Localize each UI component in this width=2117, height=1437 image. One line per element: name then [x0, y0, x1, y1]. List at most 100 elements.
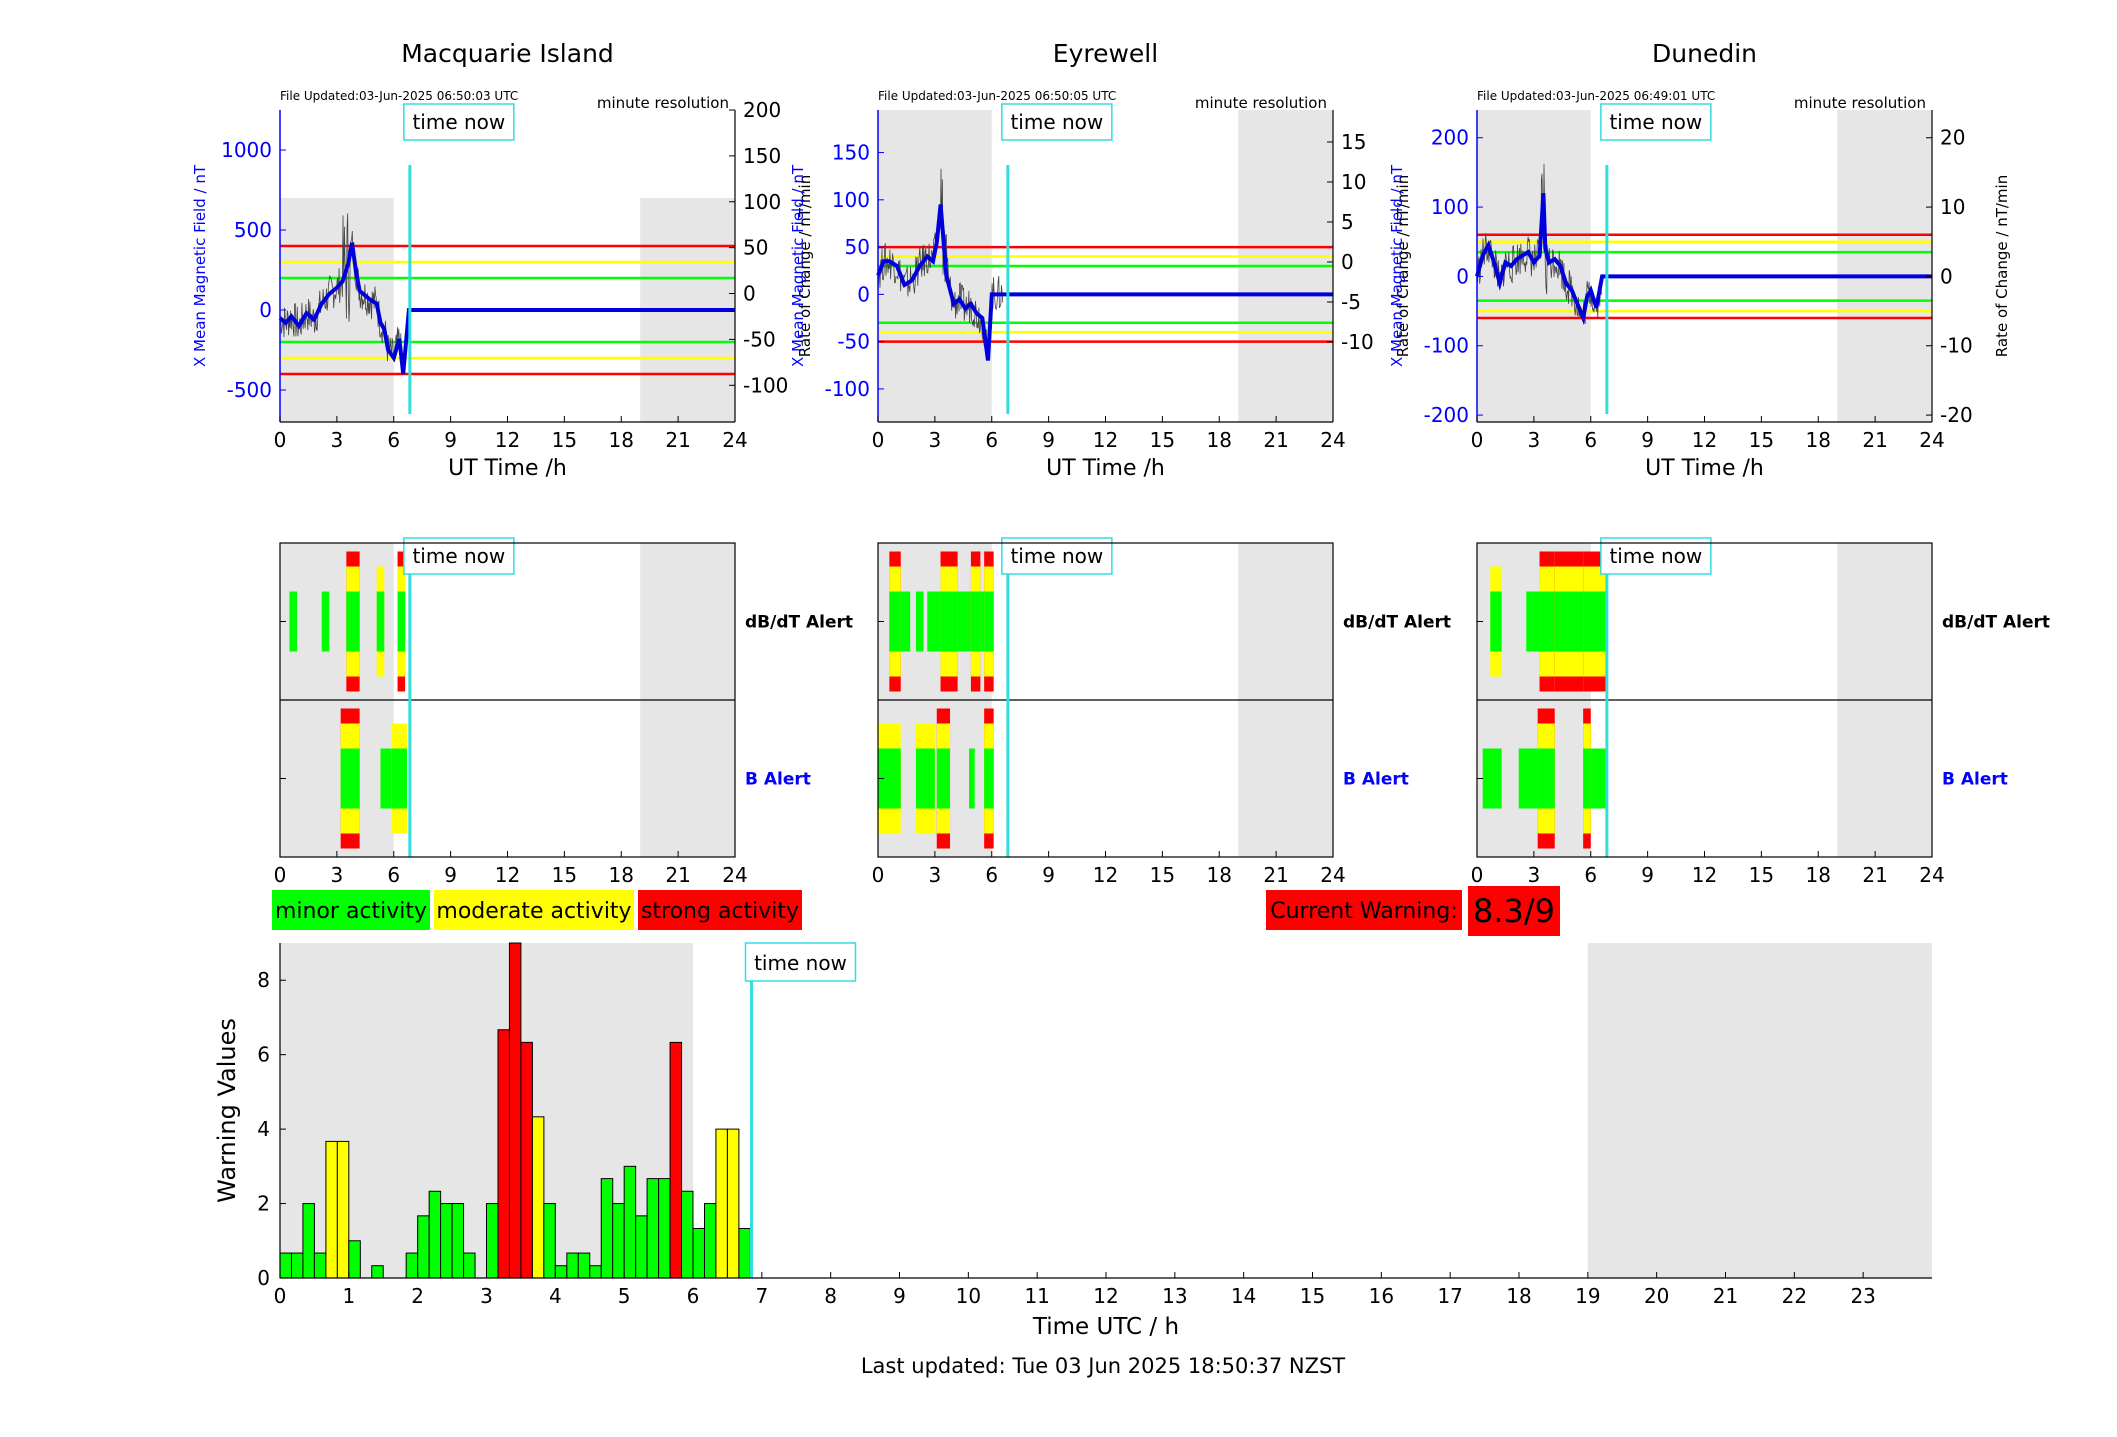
y-tick-label: 2 [257, 1192, 270, 1216]
alert-block-minor [980, 591, 985, 652]
x-tick-label: 6 [387, 863, 400, 887]
x-axis-label: UT Time /h [1645, 456, 1764, 481]
x-tick-label: 15 [1300, 1284, 1325, 1308]
left-tick-label: 200 [1431, 126, 1469, 150]
alert-block-minor [391, 748, 408, 809]
left-tick-label: -50 [837, 330, 870, 354]
right-tick-label: 200 [743, 98, 781, 122]
current-warning-label-box [1266, 890, 1462, 930]
alert-block-minor [900, 591, 911, 652]
x-tick-label: 13 [1162, 1284, 1187, 1308]
alert-block-minor [380, 748, 392, 809]
time-now-box [1001, 103, 1113, 141]
alert-block-minor [346, 591, 360, 652]
legend-strong-swatch [638, 890, 802, 930]
left-tick-label: -100 [1424, 334, 1469, 358]
right-tick-label: 5 [1341, 210, 1354, 234]
station-title: Macquarie Island [401, 39, 614, 68]
x-tick-label: 16 [1369, 1284, 1394, 1308]
left-tick-label: 100 [1431, 195, 1469, 219]
x-tick-label: 12 [495, 863, 520, 887]
warning-bar [543, 1203, 556, 1279]
warning-bar [726, 1128, 740, 1279]
activity-legend: minor activity moderate activity strong … [272, 890, 802, 930]
left-tick-label: 500 [234, 218, 272, 242]
x-tick-label: 11 [1024, 1284, 1049, 1308]
x-tick-label: 9 [1042, 428, 1055, 452]
alert-block-minor [915, 591, 924, 652]
right-tick-label: 0 [1940, 264, 1953, 288]
x-tick-label: 9 [1641, 428, 1654, 452]
y-axis-label: Warning Values [213, 1018, 241, 1203]
alert-block-minor [1554, 591, 1568, 652]
x-tick-label: 9 [1641, 863, 1654, 887]
x-tick-label: 10 [956, 1284, 981, 1308]
left-tick-label: -500 [227, 378, 272, 402]
file-updated: File Updated:03-Jun-2025 06:50:03 UTC [280, 89, 518, 103]
right-tick-label: 10 [1341, 170, 1366, 194]
dbdt-alert-label: dB/dT Alert [745, 613, 853, 633]
warning-bar [428, 1190, 442, 1279]
warning-bar [589, 1265, 602, 1279]
x-tick-label: 0 [1471, 863, 1484, 887]
x-tick-label: 7 [755, 1284, 768, 1308]
x-tick-label: 12 [1093, 863, 1118, 887]
file-updated: File Updated:03-Jun-2025 06:50:05 UTC [878, 89, 1116, 103]
alert-block-minor [376, 591, 385, 652]
alert-block-minor [984, 748, 994, 809]
alert-block-minor [1482, 748, 1502, 809]
x-tick-label: 6 [1584, 863, 1597, 887]
right-tick-label: -10 [1341, 330, 1374, 354]
warning-bar [635, 1215, 648, 1279]
left-axis-label: X Mean Magnetic Field / nT [191, 164, 209, 367]
x-tick-label: 0 [872, 863, 885, 887]
right-tick-label: 150 [743, 144, 781, 168]
warning-bar [463, 1252, 476, 1279]
alert-block-minor [878, 748, 901, 809]
x-tick-label: 3 [480, 1284, 493, 1308]
left-tick-label: -200 [1424, 403, 1469, 427]
warning-bar [715, 1128, 728, 1279]
right-axis-label: Rate of Change / nT/min [1993, 175, 2011, 357]
x-tick-label: 18 [1506, 1284, 1531, 1308]
x-tick-label: 21 [1263, 428, 1288, 452]
x-tick-label: 15 [1749, 428, 1774, 452]
warning-bar [658, 1178, 671, 1279]
left-tick-label: 50 [845, 235, 870, 259]
legend-minor-label: minor activity [275, 899, 427, 924]
warning-bar [313, 1252, 327, 1279]
left-tick-label: -100 [825, 377, 870, 401]
b-alert-label: B Alert [745, 770, 811, 790]
current-warning: Current Warning: 8.3/9 [1266, 884, 1562, 938]
mean-field-line [876, 204, 1333, 361]
x-tick-label: 18 [1806, 863, 1831, 887]
time-now-box [1001, 537, 1113, 575]
warning-bar [554, 1265, 568, 1279]
x-tick-label: 18 [1207, 428, 1232, 452]
x-tick-label: 24 [1320, 863, 1345, 887]
mean-field-line [1475, 193, 1932, 326]
warning-bar [623, 1165, 637, 1279]
time-now-box [403, 537, 515, 575]
left-tick-label: 0 [857, 282, 870, 306]
alert-panel-0: dB/dT Alert B Alert time now 0 3 6 9 12 15 18 21 24 [274, 537, 853, 887]
x-tick-label: 3 [1528, 428, 1541, 452]
legend-strong-label: strong activity [641, 899, 799, 924]
legend-moderate-swatch [434, 890, 634, 930]
left-axis-label: X Mean Magnetic Field / nT [789, 164, 807, 367]
alert-block-minor [1590, 748, 1608, 809]
x-tick-label: 24 [722, 863, 747, 887]
x-tick-label: 9 [893, 1284, 906, 1308]
warning-bar [336, 1140, 350, 1279]
x-tick-label: 20 [1644, 1284, 1669, 1308]
night-shade [1587, 943, 1932, 1278]
x-tick-label: 24 [1320, 428, 1345, 452]
warning-bar [612, 1203, 625, 1279]
x-tick-label: 15 [1749, 863, 1774, 887]
right-tick-label: 100 [743, 190, 781, 214]
alert-block-minor [957, 591, 971, 652]
x-tick-label: 6 [1584, 428, 1597, 452]
warning-bar [302, 1203, 315, 1279]
x-tick-label: 0 [274, 428, 287, 452]
x-tick-label: 3 [331, 863, 344, 887]
